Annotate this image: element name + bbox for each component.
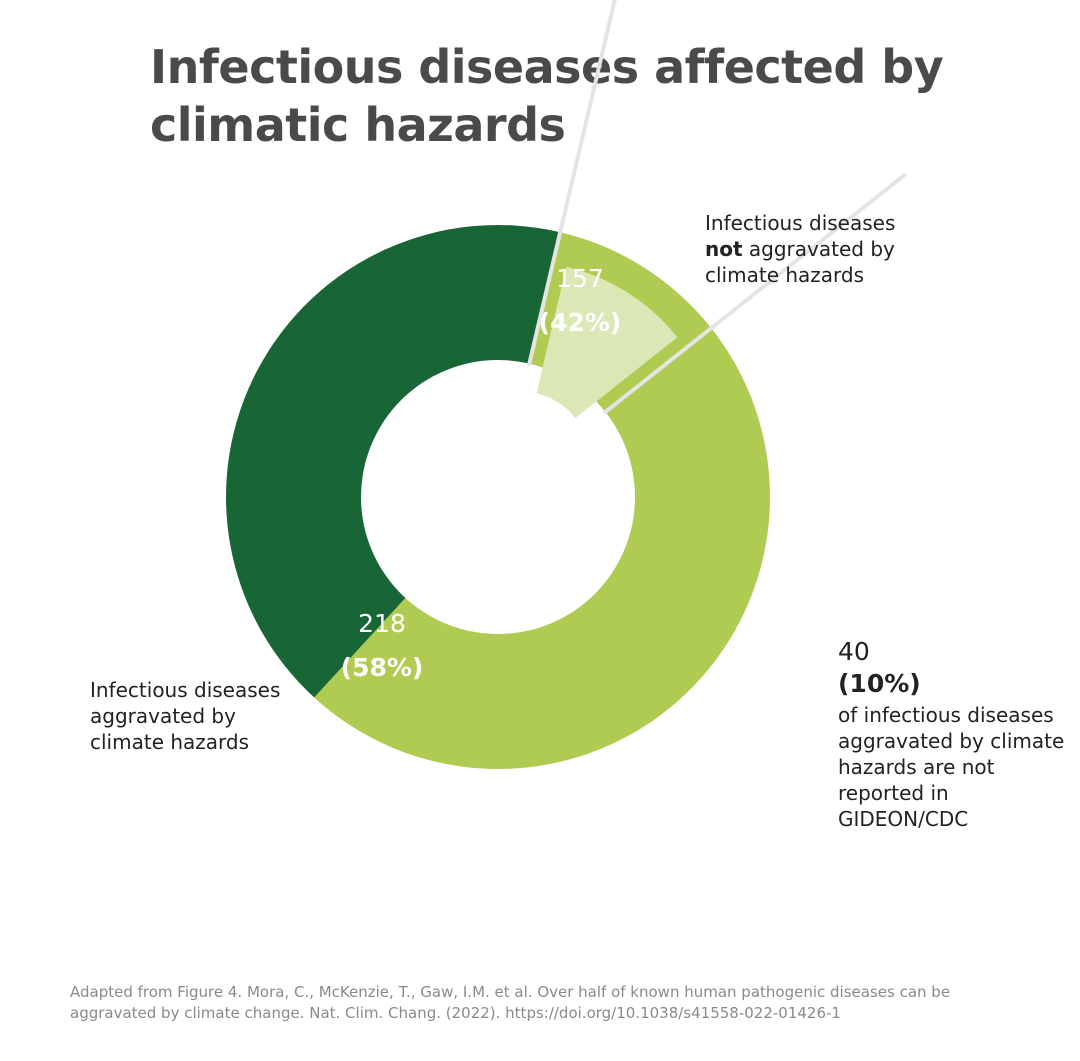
label-not-aggravated-bold: not	[705, 237, 743, 261]
slice-not-reported	[536, 266, 678, 419]
label-not-aggravated-post: aggravated by climate hazards	[705, 237, 895, 287]
label-aggravated: Infectious diseases aggravated by climat…	[90, 678, 281, 754]
source-citation: Adapted from Figure 4. Mora, C., McKenzi…	[70, 983, 951, 1022]
value-label-aggravated: 218	[358, 609, 406, 638]
label-not-aggravated-pre: Infectious diseases	[705, 211, 896, 235]
leader-line-lower	[602, 172, 907, 415]
percent-label-aggravated: (58%)	[341, 653, 424, 682]
callout-description: of infectious diseases aggravated by cli…	[838, 703, 1065, 831]
callout-not-reported: 40 (10%) of infectious diseases aggravat…	[838, 636, 1078, 832]
callout-value: 40	[838, 637, 870, 666]
label-not-aggravated: Infectious diseases not aggravated by cl…	[705, 210, 945, 288]
slice-aggravated	[314, 232, 771, 770]
slice-not-aggravated	[226, 225, 561, 698]
chart-title: Infectious diseases affected by climatic…	[150, 40, 944, 152]
callout-percent: (10%)	[838, 669, 921, 698]
value-label-not-aggravated: 157	[556, 264, 604, 293]
percent-label-not-aggravated: (42%)	[539, 308, 622, 337]
leader-line-upper	[526, 0, 617, 367]
